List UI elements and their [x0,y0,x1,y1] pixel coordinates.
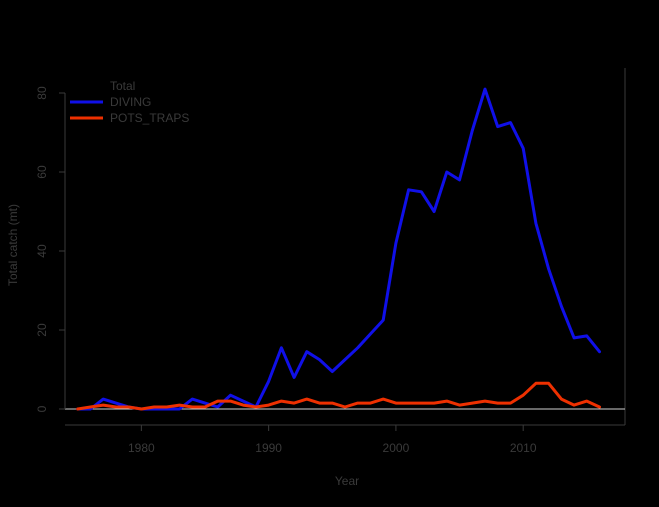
x-axis-label: Year [335,474,359,488]
y-tick-label: 20 [35,323,49,337]
y-tick-label: 60 [35,165,49,179]
plot-frame [65,68,626,426]
series-lines [76,76,601,411]
series-line-pots-traps [76,381,601,411]
x-tick-label: 2010 [510,441,537,455]
y-axis-label: Total catch (mt) [6,204,20,286]
y-tick-label: 40 [35,244,49,258]
y-tick-label: 80 [35,86,49,100]
legend-label-total: Total [110,79,135,93]
x-axis: 1980 1990 2000 2010 [128,425,537,455]
legend-label-diving: DIVING [110,95,151,109]
x-tick-label: 2000 [383,441,410,455]
y-axis: 0 20 40 60 80 [35,86,66,412]
legend: Total DIVING POTS_TRAPS [70,79,189,125]
x-tick-label: 1990 [255,441,282,455]
legend-label-pots-traps: POTS_TRAPS [110,111,189,125]
series-line-diving [76,87,601,411]
y-tick-label: 0 [35,405,49,412]
x-tick-label: 1980 [128,441,155,455]
